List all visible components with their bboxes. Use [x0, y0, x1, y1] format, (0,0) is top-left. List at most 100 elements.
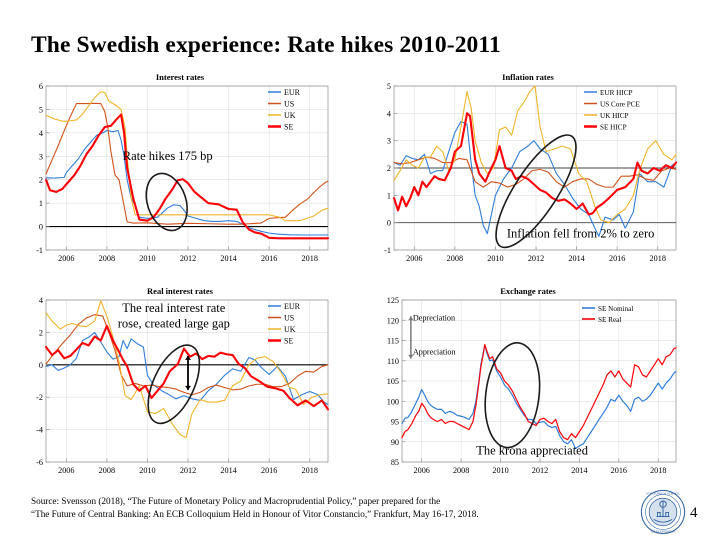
legend-label: UK [284, 325, 296, 334]
svg-text:2016: 2016 [261, 254, 277, 263]
legend-label: SE HICP [600, 124, 627, 132]
svg-text:2006: 2006 [406, 254, 422, 263]
chart-panel-real-interest-rates: Real interest rates -6 -4 -2 0 2 4 2006 2008 201… [24, 286, 336, 484]
chart-annotation: Appreciation [413, 348, 456, 357]
svg-text:2: 2 [39, 176, 43, 185]
svg-text:95: 95 [391, 418, 399, 427]
svg-text:85: 85 [391, 458, 399, 467]
svg-text:0: 0 [39, 361, 43, 370]
svg-text:2014: 2014 [571, 466, 587, 475]
svg-text:-2: -2 [36, 393, 43, 402]
svg-text:-4: -4 [36, 426, 43, 435]
svg-text:2: 2 [387, 164, 391, 173]
chart-annotation: Depreciation [413, 313, 455, 322]
svg-text:2016: 2016 [609, 254, 625, 263]
svg-text:3: 3 [387, 137, 391, 146]
legend-label: US [284, 100, 294, 109]
svg-text:2010: 2010 [492, 466, 508, 475]
svg-text:2012: 2012 [180, 254, 196, 263]
svg-text:100: 100 [387, 397, 399, 406]
svg-text:2006: 2006 [414, 466, 430, 475]
svg-text:-1: -1 [384, 246, 391, 255]
legend-label: US Core PCE [600, 101, 641, 109]
svg-text:125: 125 [387, 296, 399, 305]
chart-title-real-interest-rates: Real interest rates [147, 286, 213, 296]
chart-annotation: The real interest rate [122, 301, 226, 315]
svg-text:5: 5 [387, 82, 391, 91]
svg-text:3: 3 [39, 152, 43, 161]
legend-label: EUR HICP [600, 89, 633, 97]
svg-text:2012: 2012 [532, 466, 548, 475]
svg-text:2008: 2008 [99, 466, 115, 475]
svg-text:115: 115 [387, 337, 399, 346]
chart-title-exchange-rates: Exchange rates [500, 286, 556, 296]
svg-text:2016: 2016 [261, 466, 277, 475]
svg-text:2008: 2008 [453, 466, 469, 475]
svg-text:0: 0 [39, 223, 43, 232]
svg-text:5: 5 [39, 105, 43, 114]
chart-panel-interest-rates: Interest rates -1 0 1 2 3 4 5 6 2006 2008 2010 2012… [24, 72, 336, 272]
svg-text:90: 90 [391, 438, 399, 447]
chart-annotation: Rate hikes 175 bp [123, 149, 213, 163]
svg-text:STOCKHOLM SCHOOL: STOCKHOLM SCHOOL [646, 492, 680, 496]
svg-text:-1: -1 [36, 246, 43, 255]
svg-text:1: 1 [387, 191, 391, 200]
legend-label: SE [284, 337, 293, 346]
svg-text:2016: 2016 [611, 466, 627, 475]
legend-label: EUR [284, 88, 301, 97]
svg-text:2018: 2018 [650, 466, 666, 475]
svg-text:4: 4 [387, 109, 391, 118]
svg-text:2010: 2010 [139, 466, 155, 475]
svg-text:1: 1 [39, 199, 43, 208]
svg-text:2012: 2012 [528, 254, 544, 263]
svg-text:0: 0 [387, 219, 391, 228]
legend-label: EUR [284, 302, 301, 311]
svg-text:2012: 2012 [180, 466, 196, 475]
svg-text:2010: 2010 [139, 254, 155, 263]
svg-text:2010: 2010 [487, 254, 503, 263]
chart-panel-inflation-rates: Inflation rates -1 0 1 2 3 4 5 2006 2008 2010 2012… [372, 72, 684, 272]
svg-text:120: 120 [387, 316, 399, 325]
page-title: The Swedish experience: Rate hikes 2010-… [31, 32, 501, 58]
page-number: 4 [690, 505, 698, 521]
svg-text:-6: -6 [36, 458, 43, 467]
svg-text:105: 105 [387, 377, 399, 386]
chart-title-inflation-rates: Inflation rates [502, 72, 554, 82]
legend-label: UK [284, 111, 296, 120]
svg-text:6: 6 [39, 82, 43, 91]
chart-title-interest-rates: Interest rates [155, 72, 205, 82]
svg-text:4: 4 [39, 296, 43, 305]
chart-panel-exchange-rates: Exchange rates 85 90 95 100 105 110 115 120 125 2… [372, 286, 684, 484]
svg-text:110: 110 [387, 357, 399, 366]
svg-text:2006: 2006 [58, 466, 74, 475]
svg-text:2018: 2018 [650, 254, 666, 263]
legend-label: SE Nominal [598, 305, 633, 313]
chart-svg-inflation-rates: -1 0 1 2 3 4 5 2006 2008 2010 2012 2014 2016 2018 EUR … [384, 82, 678, 263]
chart-svg-real-interest-rates: -6 -4 -2 0 2 4 2006 2008 2010 2012 2014 2016 2018 EUR… [36, 296, 330, 475]
svg-text:2008: 2008 [447, 254, 463, 263]
source-note: Source: Svensson (2018), “The Future of … [31, 495, 631, 521]
svg-text:2: 2 [39, 328, 43, 337]
svg-text:OF ECONOMICS: OF ECONOMICS [651, 530, 675, 534]
legend-label: SE [284, 123, 293, 132]
legend-label: UK HICP [600, 112, 629, 120]
source-line-1: Source: Svensson (2018), “The Future of … [31, 496, 441, 506]
svg-text:2014: 2014 [220, 466, 236, 475]
chart-svg-interest-rates: -1 0 1 2 3 4 5 6 2006 2008 2010 2012 2014 2016 2018 EUR… [36, 82, 330, 263]
chart-annotation: Inflation fell from 2% to zero [507, 227, 655, 241]
svg-text:2008: 2008 [99, 254, 115, 263]
svg-text:2018: 2018 [302, 254, 318, 263]
chart-annotation: rose, created large gap [118, 317, 230, 331]
chart-annotation: The krona appreciated [476, 444, 588, 458]
legend-label: US [284, 314, 294, 323]
stockholm-school-of-economics-logo: STOCKHOLM SCHOOL OF ECONOMICS [640, 489, 686, 535]
svg-text:2006: 2006 [58, 254, 74, 263]
svg-text:4: 4 [39, 129, 43, 138]
svg-text:2018: 2018 [302, 466, 318, 475]
legend-label: SE Real [598, 316, 621, 324]
source-line-2: “The Future of Central Banking: An ECB C… [31, 509, 479, 520]
chart-svg-exchange-rates: 85 90 95 100 105 110 115 120 125 2006 2008 2010 2012… [387, 296, 677, 475]
svg-text:2014: 2014 [220, 254, 236, 263]
svg-text:2014: 2014 [568, 254, 584, 263]
